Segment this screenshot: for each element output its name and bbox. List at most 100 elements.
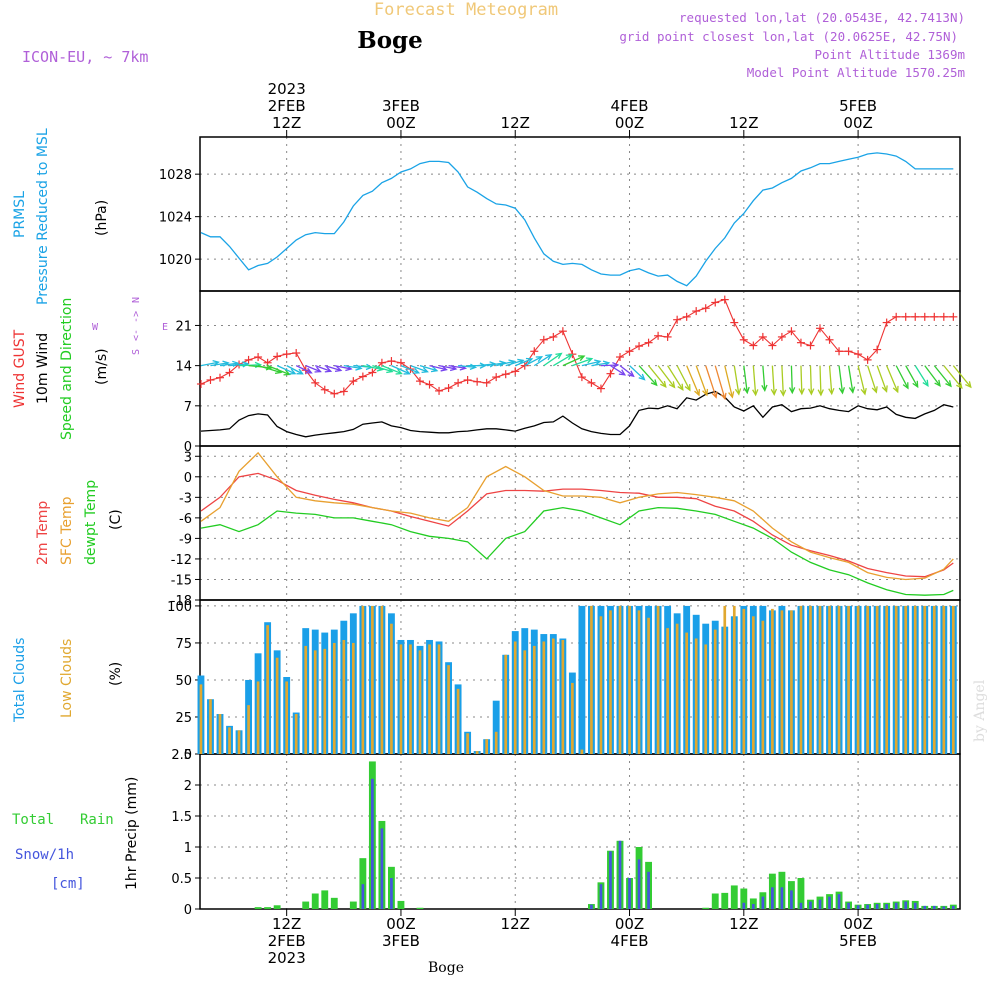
snow-bar <box>837 894 841 909</box>
wind-arrow-shaft <box>496 360 515 367</box>
gust-marker <box>692 307 701 316</box>
wind-arrow-shaft <box>819 365 822 396</box>
precip-axis-label: 1hr Precip (mm) <box>124 777 140 890</box>
wind-direction-arrow <box>315 365 333 373</box>
gust-marker <box>482 378 491 387</box>
model-altitude: Model Point Altitude 1570.25m <box>747 65 965 80</box>
wind-arrow-shaft <box>667 365 684 391</box>
gust-marker <box>835 347 844 356</box>
gust-marker <box>749 341 758 350</box>
total-precip-bar <box>254 907 262 909</box>
bottom-time-label: 12Z <box>501 915 530 933</box>
wind-arrow-shaft <box>219 362 239 367</box>
snow-bar <box>923 905 927 909</box>
wind-tick-label: 14 <box>175 360 192 375</box>
wind-arrow-shaft <box>933 365 952 387</box>
gust-marker <box>663 332 672 341</box>
gust-marker <box>216 373 224 382</box>
wind-arrow-head <box>314 366 322 373</box>
low-cloud-bar <box>513 641 517 754</box>
gust-marker <box>473 377 482 386</box>
low-cloud-bar <box>809 605 812 754</box>
wind-arrow-head <box>305 367 313 374</box>
wind-direction-arrow <box>733 365 742 396</box>
snow-bar <box>752 904 755 909</box>
wind-arrow-head <box>545 353 553 361</box>
gust-marker <box>787 327 796 336</box>
snow-bar <box>847 902 850 909</box>
low-cloud-bar <box>704 644 708 754</box>
wind-arrow-shaft <box>581 360 601 367</box>
total-precip-bar <box>397 900 405 909</box>
gust-marker <box>387 357 396 366</box>
snow-bar <box>866 904 869 909</box>
wind-arrow-shaft <box>676 365 691 391</box>
temp2m-label: 2m Temp <box>35 501 51 565</box>
footer-location: Boge <box>428 960 464 976</box>
wind-arrow-shaft <box>648 365 667 388</box>
wind-arrow-head <box>555 352 563 359</box>
snow-unit-label: [cm] <box>51 876 85 892</box>
wind-arrow-head <box>594 359 602 366</box>
wind-arrow-shaft <box>210 362 229 367</box>
wind-direction-arrow <box>943 365 963 389</box>
low-cloud-bar <box>923 605 927 754</box>
wind-arrow-shaft <box>771 365 775 395</box>
low-cloud-bar <box>628 605 631 754</box>
wind-arrow-shaft <box>743 365 748 393</box>
snow-bar <box>637 859 641 909</box>
chart-title: Forecast Meteogram <box>374 0 558 20</box>
wind-direction-arrow <box>905 365 919 389</box>
top-time-label: 00Z <box>843 114 872 132</box>
low-cloud-bar <box>732 605 736 754</box>
low-cloud-bar <box>523 650 527 754</box>
wind-direction-arrow <box>667 365 684 391</box>
bottom-time-label: 00Z <box>843 915 872 933</box>
temp-tick-label: -15 <box>171 573 192 588</box>
low-cloud-bar <box>304 645 308 754</box>
wind-arrow-head <box>565 353 574 361</box>
snow-bar <box>380 828 384 909</box>
wind-arrow-shaft <box>553 354 573 367</box>
clouds-tick-label: 100 <box>167 600 192 615</box>
low-clouds-label: Low Clouds <box>59 639 75 718</box>
total-cloud-bar <box>492 700 500 754</box>
low-cloud-bar <box>913 605 917 754</box>
bottom-time-label: 00Z <box>386 915 415 933</box>
wind-direction-arrow <box>761 365 768 393</box>
pressure-tick-label: 1024 <box>159 211 192 226</box>
wind-arrow-head <box>720 392 727 401</box>
wind-arrow-shaft <box>838 365 844 394</box>
wind-direction-arrow <box>410 365 429 374</box>
low-cloud-bar <box>437 644 441 754</box>
low-cloud-bar <box>885 605 888 754</box>
gust-marker <box>244 355 253 364</box>
low-cloud-bar <box>694 638 698 754</box>
wind-direction-arrow <box>657 365 676 389</box>
temp-panel: -18 -15 -12 -9 -6 -3 0 3 <box>171 445 961 609</box>
location-title: Boge <box>357 27 423 54</box>
wind-arrow-shaft <box>276 365 296 375</box>
wind-arrow-head <box>922 379 929 388</box>
wind-direction-arrow <box>705 365 718 399</box>
gust-marker <box>273 352 282 361</box>
wind-arrow-shaft <box>200 361 219 367</box>
wind-arrow-shaft <box>857 365 866 395</box>
bottom-time-label: 2023 <box>268 949 306 967</box>
wind-arrow-shaft <box>486 362 506 367</box>
gust-marker <box>311 378 320 387</box>
wind-direction-arrow <box>600 361 620 369</box>
pressure-panel: 1020 1024 1028 <box>159 136 961 292</box>
wind-arrow-shaft <box>610 365 626 376</box>
wind-arrow-shaft <box>505 359 524 367</box>
precip-tick-label: 2.5 <box>171 748 192 763</box>
low-cloud-bar <box>875 605 879 754</box>
gust-marker <box>682 312 691 321</box>
low-cloud-bar <box>504 654 508 754</box>
wind-direction-arrow <box>838 365 846 395</box>
bottom-time-label: 00Z <box>615 915 644 933</box>
low-cloud-bar <box>647 617 650 754</box>
wind-direction-arrow <box>924 365 941 387</box>
wind-direction-arrow <box>779 365 787 397</box>
wind-direction-arrow <box>752 365 759 397</box>
